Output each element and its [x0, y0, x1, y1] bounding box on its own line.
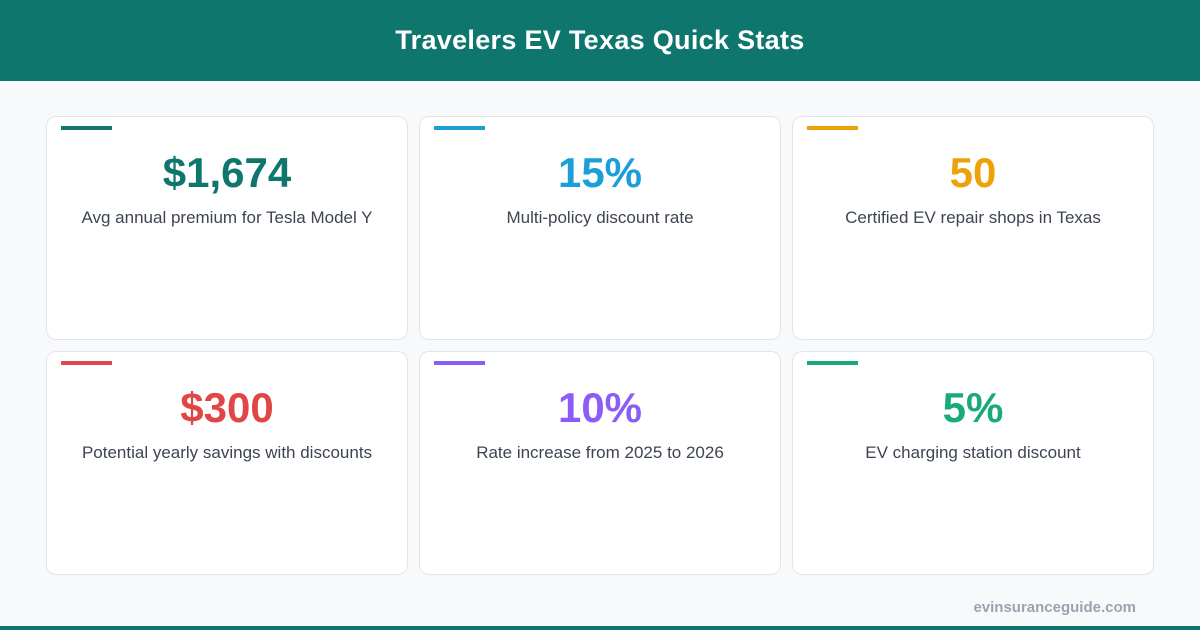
stat-card: 5% EV charging station discount	[792, 351, 1154, 575]
stat-card: $300 Potential yearly savings with discou…	[46, 351, 408, 575]
accent-bar	[807, 361, 858, 365]
stat-label: Certified EV repair shops in Texas	[845, 208, 1101, 227]
stat-label: Potential yearly savings with discounts	[81, 443, 373, 462]
accent-bar	[807, 126, 858, 130]
stat-label: Avg annual premium for Tesla Model Y	[81, 208, 373, 227]
stat-value: 10%	[557, 384, 643, 431]
stat-label: Rate increase from 2025 to 2026	[476, 443, 724, 462]
stat-value: 15%	[557, 149, 643, 196]
stat-label: Multi-policy discount rate	[506, 208, 694, 227]
card-grid: $1,674 Avg annual premium for Tesla Model…	[46, 116, 1154, 575]
stat-label: EV charging station discount	[865, 443, 1081, 462]
stat-card: 15% Multi-policy discount rate	[419, 116, 781, 340]
bottom-bar	[0, 626, 1200, 630]
stat-value: 50	[949, 149, 997, 196]
header: Travelers EV Texas Quick Stats	[0, 0, 1200, 81]
stat-value: 5%	[942, 384, 1004, 431]
accent-bar	[61, 126, 112, 130]
accent-bar	[434, 126, 485, 130]
stat-value: $1,674	[162, 149, 292, 196]
stat-card: 10% Rate increase from 2025 to 2026	[419, 351, 781, 575]
source: evinsuranceguide.com	[973, 599, 1136, 616]
accent-bar	[61, 361, 112, 365]
stat-card: 50 Certified EV repair shops in Texas	[792, 116, 1154, 340]
stat-value: $300	[180, 384, 274, 431]
stat-card: $1,674 Avg annual premium for Tesla Model…	[46, 116, 408, 340]
accent-bar	[434, 361, 485, 365]
